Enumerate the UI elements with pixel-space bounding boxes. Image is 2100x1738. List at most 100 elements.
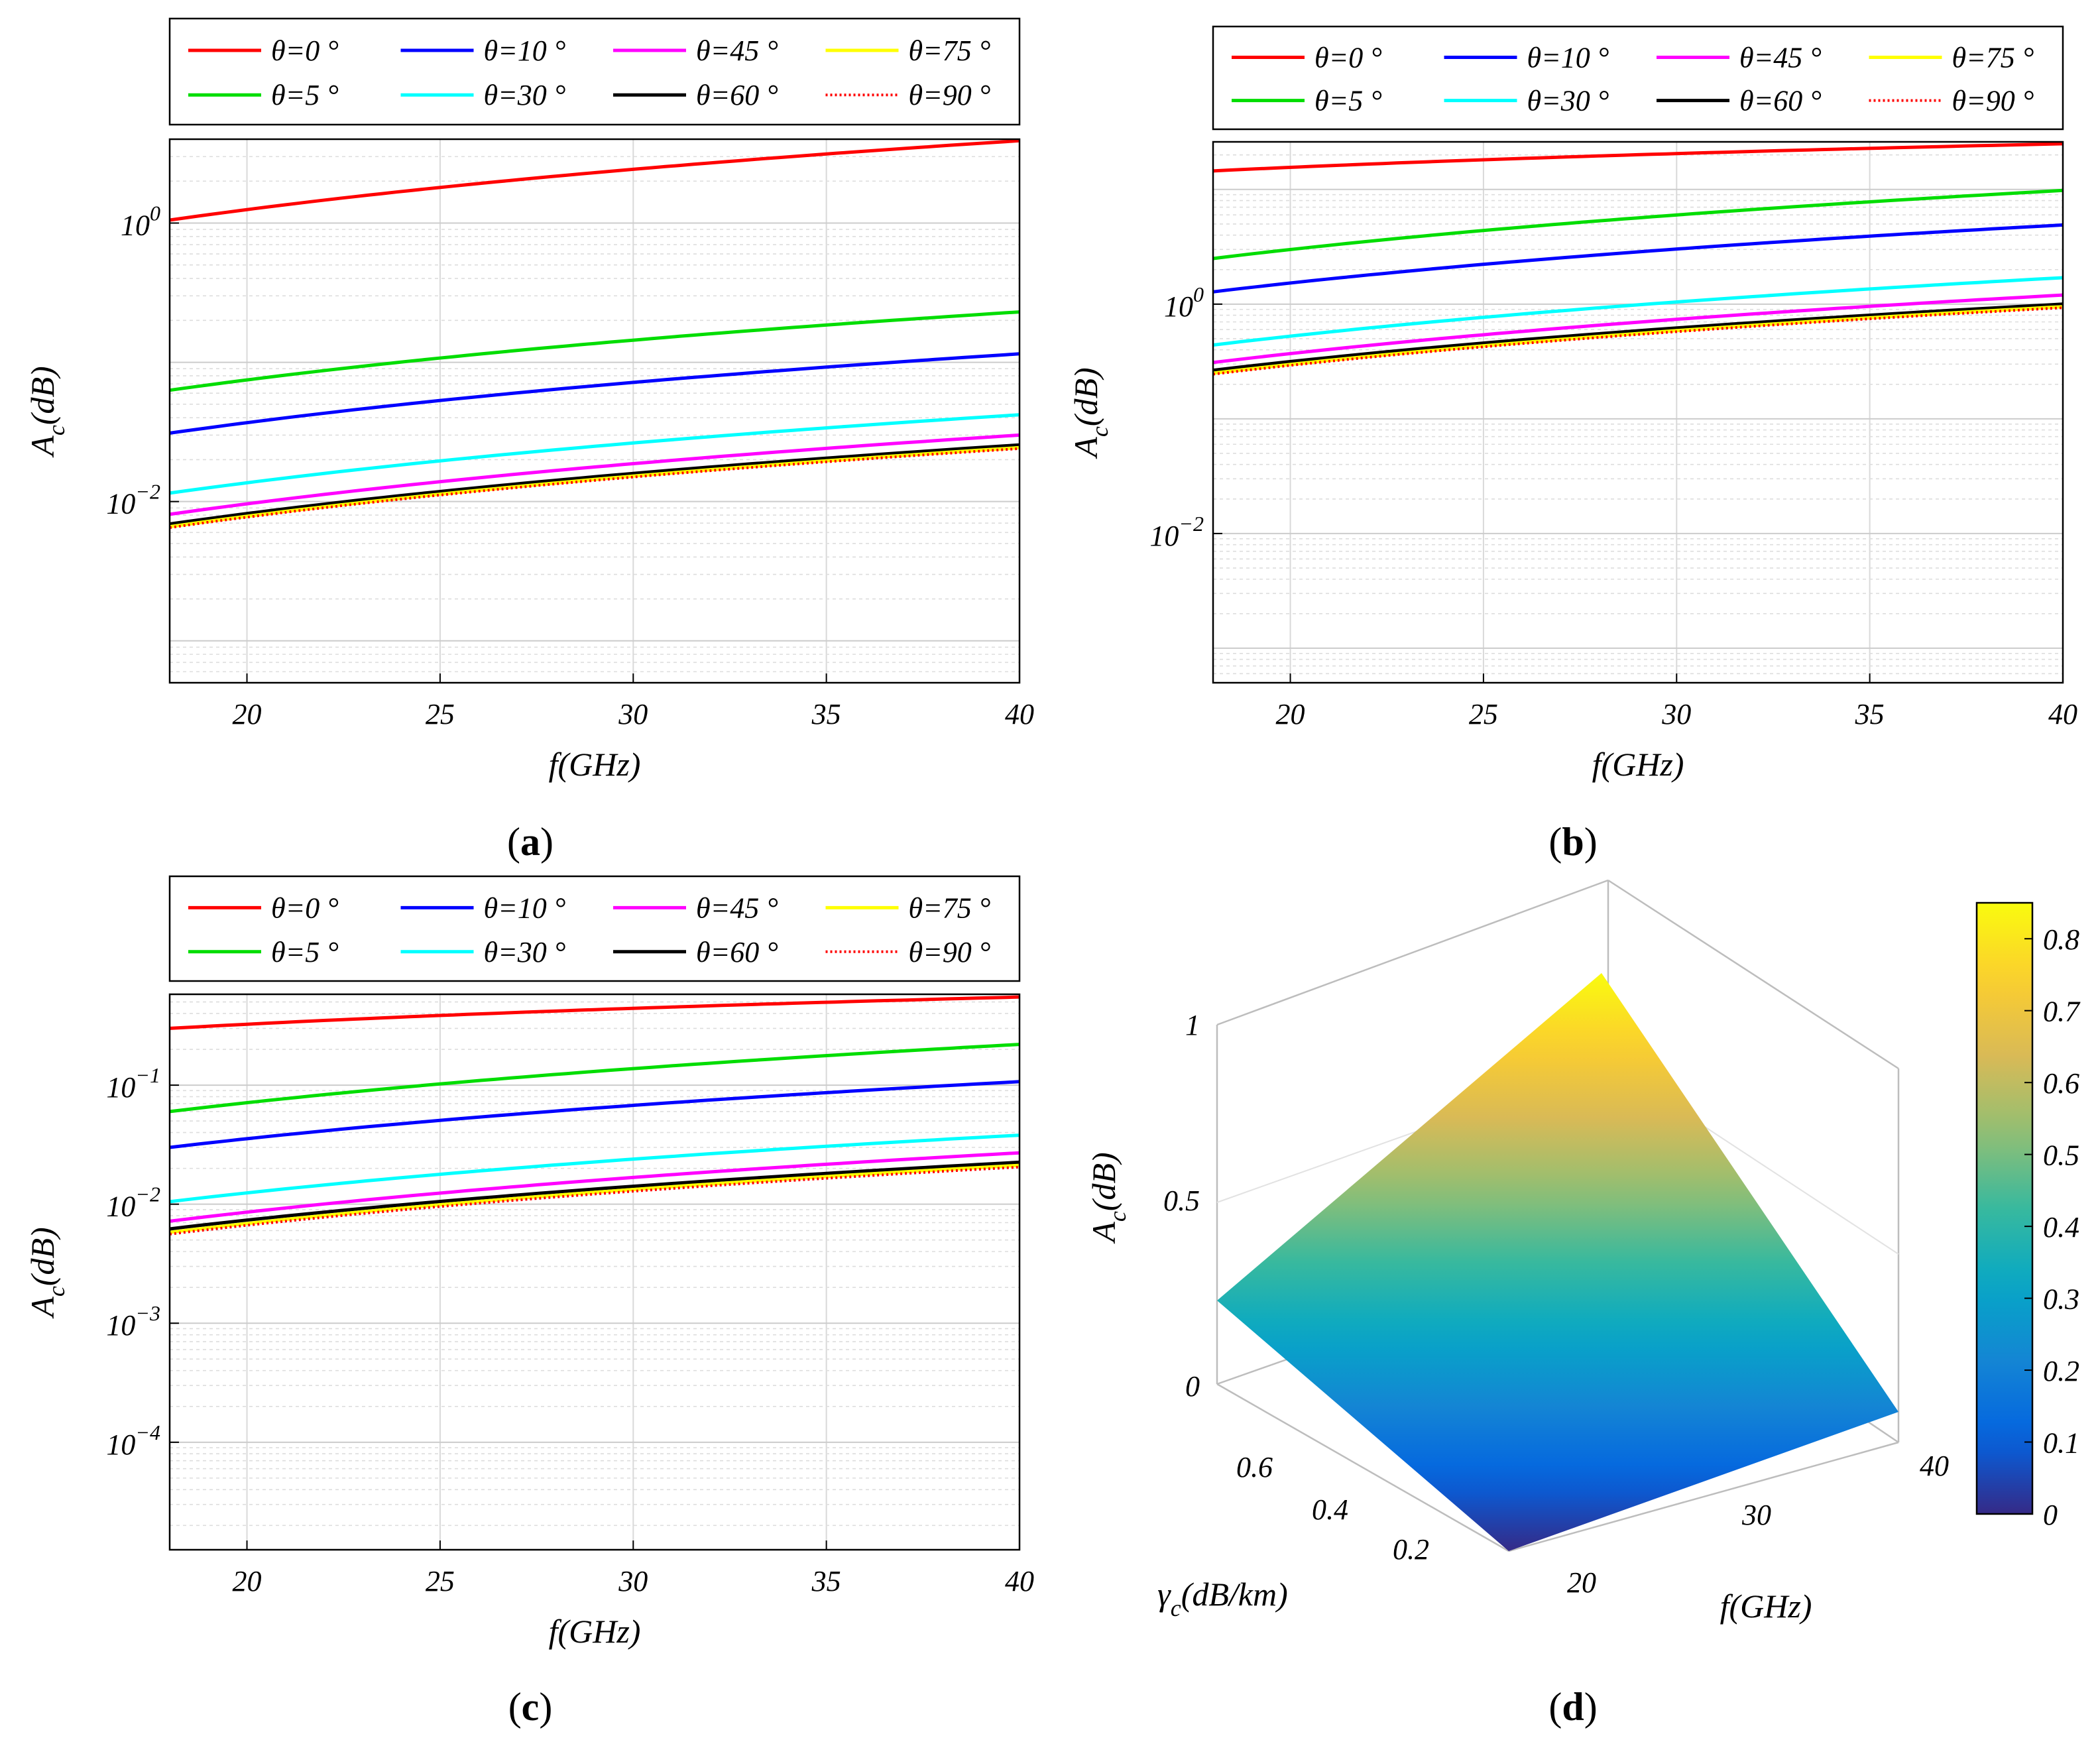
series-line-0: [169, 995, 1020, 1030]
series-line-60: [169, 443, 1020, 526]
z-axis-title-rest: (dB): [1085, 1152, 1122, 1211]
x-tick-label: 35: [811, 1565, 841, 1597]
legend-box: [168, 17, 1021, 126]
colorbar-tick-label: 0.6: [2043, 1067, 2079, 1100]
legend-label-75: θ=75 °: [909, 892, 991, 924]
y-tick-base: 10: [106, 1190, 135, 1223]
x-tick-label: 25: [426, 1565, 455, 1597]
panel-label: (c): [508, 1685, 553, 1729]
x-axis-title: f(GHz): [549, 1613, 641, 1650]
legend-label-5: θ=5 °: [271, 936, 339, 968]
panel-label-open: (: [1548, 1685, 1562, 1729]
series-line-75: [169, 1163, 1020, 1234]
gamma-tick-label: 0.4: [1312, 1493, 1348, 1526]
panel-c: 20 25 30 35 4010−110−210−310−4f(GHz)Ac(dB)θ=…: [24, 875, 1034, 1729]
legend-label-10: θ=10 °: [484, 892, 566, 924]
series-line-60: [169, 1160, 1020, 1231]
z-axis-title: Ac(dB): [1085, 1152, 1131, 1244]
series-line-30: [1212, 276, 2064, 347]
f-tick-label: 40: [1920, 1450, 1949, 1482]
legend-box: [1212, 25, 2064, 131]
series-line-0: [169, 139, 1020, 222]
x-tick-label: 40: [1005, 698, 1034, 730]
series-line-5: [169, 1043, 1020, 1114]
legend-box: [168, 875, 1021, 982]
panel-label-close: ): [540, 820, 554, 864]
surface: [1217, 973, 1898, 1551]
grid: [170, 994, 1020, 1550]
colorbar-tick-label: 0.7: [2043, 996, 2081, 1028]
series-line-90: [169, 447, 1020, 529]
series-group: [1212, 142, 2064, 376]
colorbar-tick-label: 0.3: [2043, 1283, 2079, 1316]
y-axis-title-subscript: c: [1086, 426, 1113, 437]
legend-label-5: θ=5 °: [271, 79, 339, 111]
gamma-tick-label: 0.6: [1236, 1451, 1273, 1483]
legend-label-30: θ=30 °: [484, 79, 566, 111]
x-tick-label: 30: [1661, 698, 1691, 730]
x-tick-label: 35: [1855, 698, 1885, 730]
legend-label-45: θ=45 °: [1739, 42, 1822, 74]
box-edge: [1216, 1383, 1509, 1552]
x-tick-label: 30: [618, 698, 648, 730]
colorbar-tick-label: 0.4: [2043, 1211, 2079, 1244]
series-line-10: [169, 1080, 1020, 1149]
z-tick-label: 0.5: [1163, 1185, 1200, 1217]
panel-label-close: ): [1584, 1685, 1598, 1729]
panel-label: (a): [507, 820, 554, 864]
series-line-45: [169, 1151, 1020, 1223]
series-line-10: [169, 352, 1020, 435]
y-axis-title: Ac(dB): [24, 366, 70, 457]
y-tick-exponent: −1: [135, 1063, 160, 1087]
box-edge: [1216, 879, 1609, 1026]
y-axis-title: Ac(dB): [1067, 367, 1113, 459]
y-tick-base: 10: [106, 1309, 135, 1342]
panel-label-letter: d: [1562, 1685, 1584, 1729]
y-axis-title-main: A: [24, 435, 61, 458]
gamma-tick-label: 0.2: [1393, 1533, 1429, 1566]
y-tick-base: 10: [106, 1428, 135, 1461]
panel-label-letter: c: [522, 1685, 540, 1729]
panel-label-close: ): [1584, 820, 1598, 864]
series-line-0: [1212, 142, 2064, 173]
gamma-axis-title-subscript: c: [1171, 1595, 1181, 1621]
y-tick-label: 10−1: [106, 1063, 160, 1104]
y-axis-title-rest: (dB): [24, 1227, 61, 1286]
gamma-axis-title-main: γ: [1157, 1576, 1171, 1613]
y-tick-label: 100: [121, 201, 160, 241]
legend-label-10: θ=10 °: [1527, 42, 1609, 74]
y-axis-title: Ac(dB): [24, 1227, 70, 1318]
box-edge: [1607, 879, 1899, 1070]
x-tick-label: 40: [1005, 1565, 1034, 1597]
legend-label-60: θ=60 °: [1739, 85, 1822, 117]
legend-label-30: θ=30 °: [484, 936, 566, 968]
y-axis-title-subscript: c: [43, 425, 70, 435]
y-tick-base: 10: [106, 488, 135, 520]
series-line-60: [1212, 302, 2064, 373]
f-axis-title: f(GHz): [1720, 1588, 1812, 1625]
y-axis-title-rest: (dB): [24, 366, 61, 425]
series-line-45: [1212, 293, 2064, 365]
series-line-45: [169, 433, 1020, 516]
x-tick-label: 25: [426, 698, 455, 730]
x-tick-label: 20: [233, 1565, 262, 1597]
y-axis-title-rest: (dB): [1067, 367, 1104, 426]
legend-label-90: θ=90 °: [1952, 85, 2034, 117]
plot-area-border: [168, 993, 1021, 1551]
colorbar-tick-label: 0.5: [2043, 1139, 2079, 1172]
grid: [170, 139, 1020, 683]
legend-label-75: θ=75 °: [1952, 42, 2034, 74]
f-tick-label: 20: [1567, 1566, 1596, 1599]
y-tick-exponent: −3: [135, 1301, 160, 1325]
x-tick-label: 25: [1469, 698, 1498, 730]
colorbar: [1975, 901, 2034, 1515]
y-tick-label: 10−2: [106, 480, 160, 520]
series-group: [169, 139, 1020, 529]
series-line-90: [169, 1165, 1020, 1236]
legend-label-10: θ=10 °: [484, 34, 566, 67]
y-tick-base: 10: [1149, 520, 1179, 552]
series-line-75: [1212, 305, 2064, 375]
panel-label-close: ): [539, 1685, 552, 1729]
